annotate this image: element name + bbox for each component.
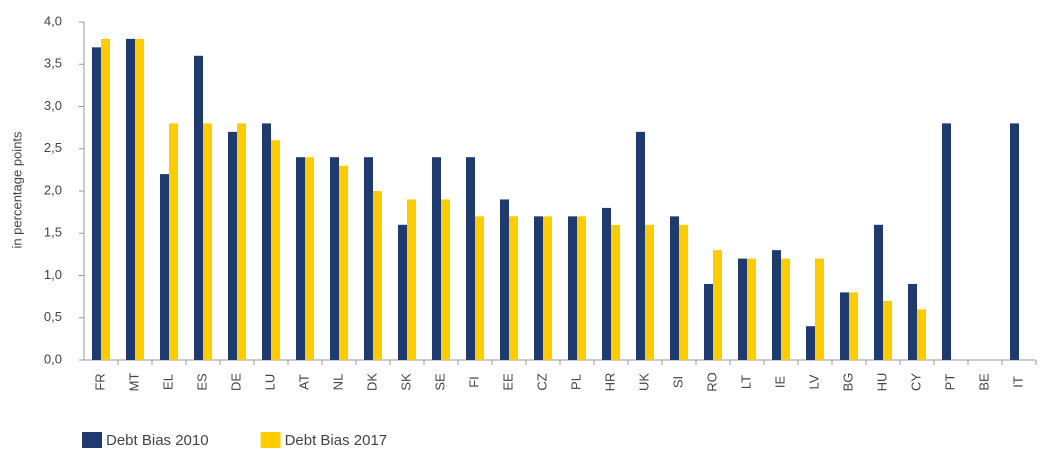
x-tick-label: BG (840, 373, 855, 392)
x-tick-label: RO (704, 372, 719, 392)
x-tick-label: FI (466, 376, 481, 388)
bar (203, 123, 212, 361)
bar (883, 300, 892, 360)
bar (466, 157, 475, 360)
bar (781, 258, 790, 360)
bar (373, 191, 382, 360)
y-tick-label: 2,0 (44, 182, 62, 197)
y-axis-title: in percentage points (9, 131, 24, 249)
x-tick-label: ES (194, 373, 209, 391)
y-tick-label: 0,5 (44, 309, 62, 324)
x-tick-label: NL (330, 374, 345, 391)
x-tick-label: EL (160, 374, 175, 390)
bar (738, 258, 747, 360)
x-tick-label: EE (500, 373, 515, 391)
bar (645, 224, 654, 360)
bar (577, 216, 586, 360)
bar (849, 292, 858, 360)
y-tick-label: 1,5 (44, 225, 62, 240)
x-tick-label: LU (262, 374, 277, 391)
bar (815, 258, 824, 360)
y-tick-label: 3,0 (44, 98, 62, 113)
x-tick-label: SE (432, 373, 447, 391)
bar (874, 224, 883, 360)
x-tick-label: DK (364, 373, 379, 391)
bar (509, 216, 518, 360)
x-tick-label: HU (874, 373, 889, 392)
bar (330, 157, 339, 360)
bar (339, 165, 348, 360)
bar (475, 216, 484, 360)
y-tick-label: 2,5 (44, 140, 62, 155)
y-tick-label: 0,0 (44, 351, 62, 366)
bar (271, 140, 280, 360)
y-tick-label: 3,5 (44, 56, 62, 71)
x-tick-label: SK (398, 373, 413, 391)
y-tick-label: 1,0 (44, 267, 62, 282)
legend-swatch (260, 432, 281, 448)
x-tick-label: LV (806, 374, 821, 389)
y-tick-label: 4,0 (44, 13, 62, 28)
bar (441, 199, 450, 360)
bar (364, 157, 373, 360)
bar (407, 199, 416, 360)
bar (262, 123, 271, 361)
bar (305, 157, 314, 360)
bar (296, 157, 305, 360)
x-tick-label: UK (636, 373, 651, 391)
x-tick-label: FR (92, 373, 107, 390)
bar (704, 283, 713, 360)
x-tick-label: CY (908, 373, 923, 391)
x-tick-label: IE (772, 376, 787, 389)
bar (135, 38, 144, 361)
x-tick-label: MT (126, 373, 141, 392)
bar (917, 309, 926, 360)
bar (679, 224, 688, 360)
legend-label: Debt Bias 2017 (285, 432, 388, 449)
x-tick-label: SI (670, 376, 685, 388)
bar (92, 47, 101, 360)
bar (611, 224, 620, 360)
x-tick-label: PL (568, 374, 583, 390)
x-tick-label: AT (296, 374, 311, 390)
bar (500, 199, 509, 360)
bar (194, 55, 203, 361)
legend-label: Debt Bias 2010 (106, 432, 209, 449)
bar (602, 207, 611, 360)
x-tick-label: CZ (534, 373, 549, 390)
bar (169, 123, 178, 361)
legend-swatch (82, 432, 102, 448)
bar (747, 258, 756, 360)
bar (534, 216, 543, 360)
bar (942, 123, 951, 361)
bar (670, 216, 679, 360)
bar (228, 131, 237, 360)
bar (543, 216, 552, 360)
bar (908, 283, 917, 360)
bar (237, 123, 246, 361)
x-tick-label: IT (1010, 376, 1025, 388)
bar (806, 326, 815, 360)
x-tick-label: HR (602, 373, 617, 392)
bar (160, 174, 169, 360)
bar (126, 38, 135, 361)
bar (568, 216, 577, 360)
bar (432, 157, 441, 360)
x-tick-label: DE (228, 373, 243, 391)
bar (713, 250, 722, 360)
bar (1010, 123, 1019, 361)
bar (101, 38, 110, 361)
bar (772, 250, 781, 360)
bar (840, 292, 849, 360)
x-tick-label: PT (942, 374, 957, 391)
bar (636, 131, 645, 360)
x-tick-label: BE (976, 373, 991, 391)
x-tick-label: LT (738, 375, 753, 389)
bar (398, 224, 407, 360)
